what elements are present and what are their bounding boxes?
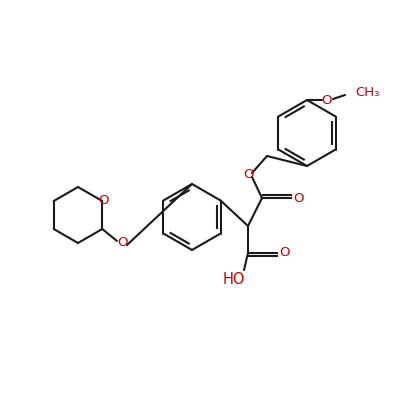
Text: CH₃: CH₃	[355, 86, 379, 100]
Text: HO: HO	[223, 272, 245, 288]
Text: O: O	[294, 192, 304, 204]
Text: O: O	[280, 246, 290, 260]
Text: O: O	[243, 168, 253, 182]
Text: O: O	[117, 236, 127, 250]
Text: O: O	[322, 94, 332, 106]
Text: O: O	[98, 194, 108, 208]
